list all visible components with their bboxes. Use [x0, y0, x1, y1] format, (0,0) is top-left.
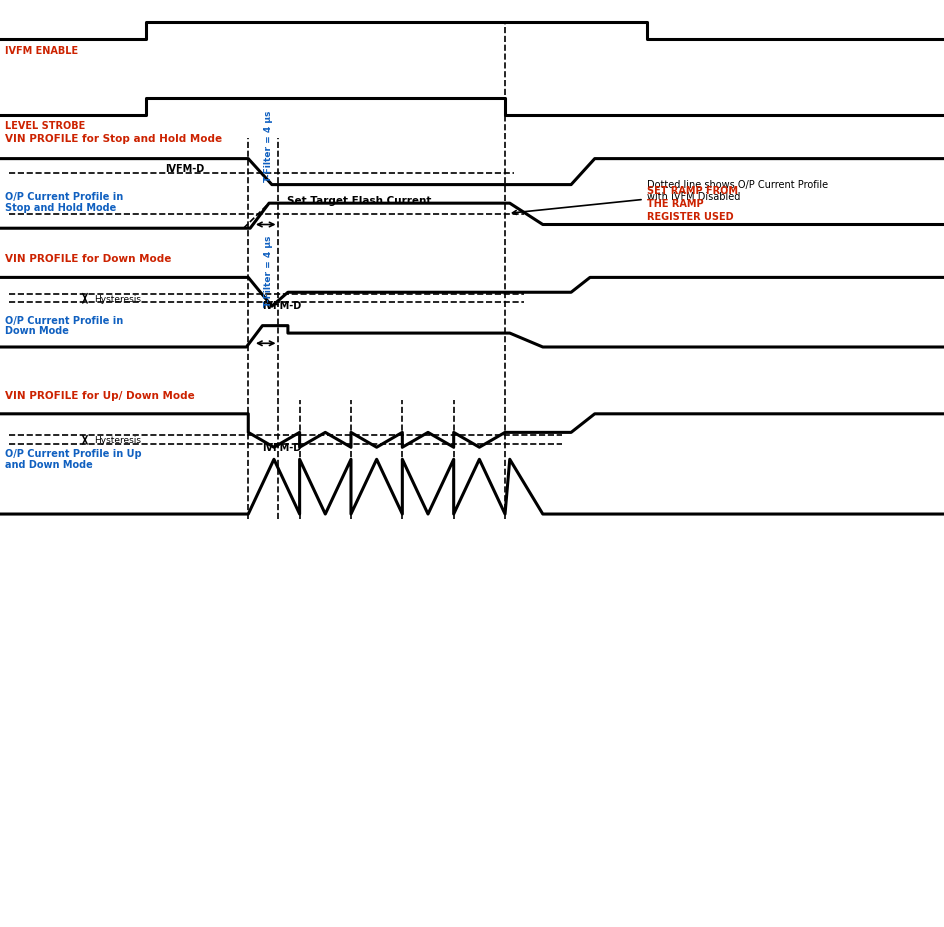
Text: Stop and Hold Mode: Stop and Hold Mode [5, 203, 116, 213]
Text: O/P Current Profile in Up: O/P Current Profile in Up [5, 449, 142, 459]
Text: VIN PROFILE for Stop and Hold Mode: VIN PROFILE for Stop and Hold Mode [5, 133, 222, 144]
Text: IVFM-D: IVFM-D [262, 300, 302, 311]
Text: IVFM ENABLE: IVFM ENABLE [5, 46, 77, 57]
Text: O/P Current Profile in: O/P Current Profile in [5, 192, 123, 202]
Text: LEVEL STROBE: LEVEL STROBE [5, 121, 85, 131]
Text: SET RAMP FROM
THE RAMP
REGISTER USED: SET RAMP FROM THE RAMP REGISTER USED [647, 185, 737, 222]
Text: Hysteresis: Hysteresis [94, 295, 142, 303]
Text: and Down Mode: and Down Mode [5, 460, 93, 470]
Text: VIN PROFILE for Down Mode: VIN PROFILE for Down Mode [5, 254, 171, 264]
Text: Hysteresis: Hysteresis [94, 436, 142, 445]
Text: IVFM-D: IVFM-D [262, 442, 302, 452]
Text: Set Target Flash Current: Set Target Flash Current [287, 196, 430, 206]
Text: O/P Current Profile in: O/P Current Profile in [5, 315, 123, 325]
Text: IVFM-D: IVFM-D [165, 163, 205, 173]
Text: T-Filter = 4 µs: T-Filter = 4 µs [263, 110, 273, 182]
Text: VIN PROFILE for Up/ Down Mode: VIN PROFILE for Up/ Down Mode [5, 390, 194, 400]
Text: Dotted line shows O/P Current Profile
with IVFM Disabled: Dotted line shows O/P Current Profile wi… [513, 180, 828, 215]
Text: T-Filter = 4 µs: T-Filter = 4 µs [263, 235, 273, 307]
Text: Down Mode: Down Mode [5, 325, 69, 336]
